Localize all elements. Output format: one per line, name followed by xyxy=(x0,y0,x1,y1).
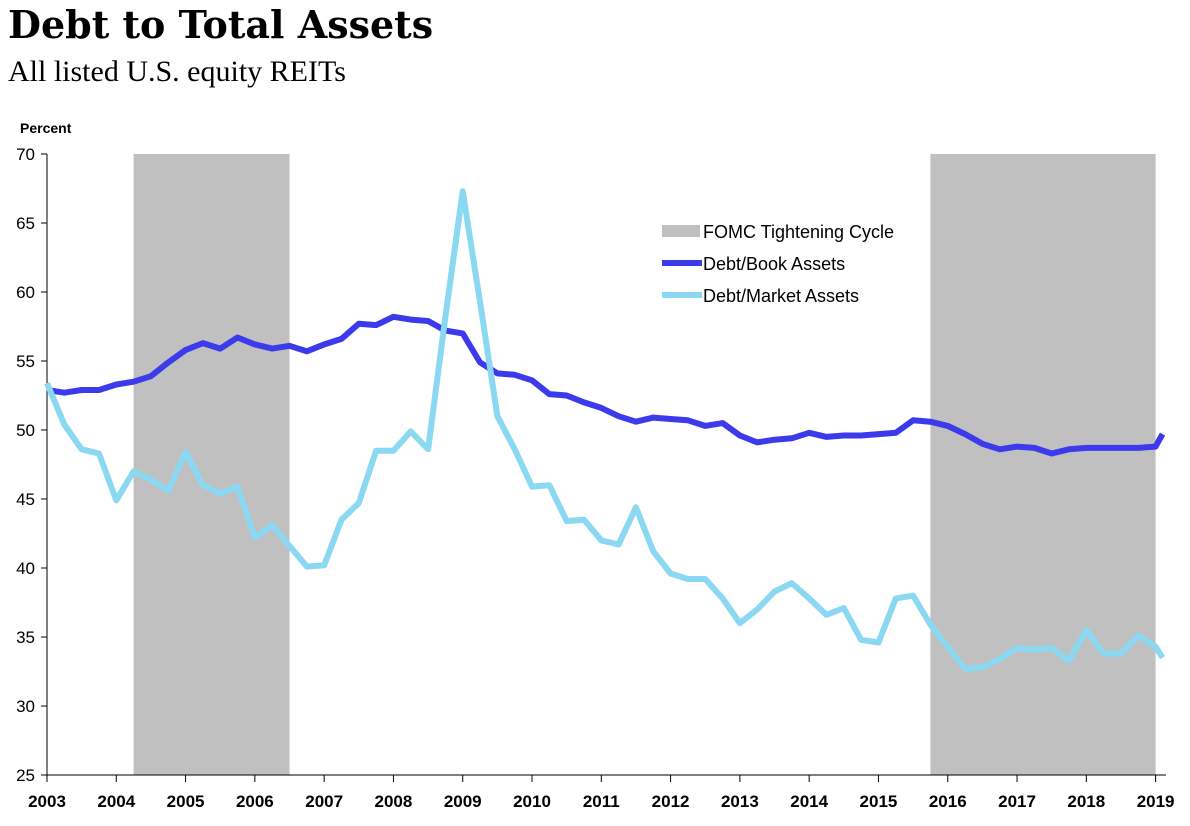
chart-subtitle: All listed U.S. equity REITs xyxy=(8,55,346,88)
legend-swatch-fomc-tightening-cycle xyxy=(662,225,700,237)
series-lines xyxy=(44,188,1166,672)
x-tick-label: 2014 xyxy=(790,792,828,811)
x-tick-label: 2016 xyxy=(929,792,967,811)
y-tick-label: 45 xyxy=(16,490,35,509)
shaded-band-2 xyxy=(930,154,1156,775)
x-tick-label: 2018 xyxy=(1067,792,1105,811)
y-tick-label: 65 xyxy=(16,214,35,233)
y-tick-label: 30 xyxy=(16,697,35,716)
x-tick-label: 2010 xyxy=(513,792,551,811)
x-tick-label: 2011 xyxy=(583,792,620,811)
y-tick-label: 40 xyxy=(16,559,35,578)
x-tick-label: 2015 xyxy=(860,792,898,811)
x-tick-label: 2009 xyxy=(444,792,482,811)
x-tick-label: 2017 xyxy=(998,792,1036,811)
legend-label-debt-book-assets: Debt/Book Assets xyxy=(703,254,845,274)
y-axis-label: Percent xyxy=(20,120,72,136)
legend-label-fomc-tightening-cycle: FOMC Tightening Cycle xyxy=(703,222,894,242)
x-tick-label: 2012 xyxy=(652,792,690,811)
x-tick-label: 2013 xyxy=(721,792,759,811)
chart-title: Debt to Total Assets xyxy=(8,2,434,47)
y-tick-label: 25 xyxy=(16,766,35,785)
axes: 25 30 35 40 45 50 55 60 65 70 2003 2004 2005 2006 2007… xyxy=(16,145,1174,811)
legend-label-debt-market-assets: Debt/Market Assets xyxy=(703,286,859,306)
x-tick-label: 2004 xyxy=(97,792,135,811)
shaded-periods xyxy=(133,154,1156,775)
x-tick-label: 2007 xyxy=(305,792,343,811)
y-tick-label: 55 xyxy=(16,352,35,371)
series-line-debt-book-assets xyxy=(46,313,1166,457)
y-tick-label: 50 xyxy=(16,421,35,440)
y-tick-label: 35 xyxy=(16,628,35,647)
series-line-debt-market-assets xyxy=(44,188,1166,672)
x-tick-label: 2005 xyxy=(167,792,205,811)
y-tick-label: 60 xyxy=(16,283,35,302)
y-tick-label: 70 xyxy=(16,145,35,164)
x-tick-label: 2019 xyxy=(1137,792,1175,811)
x-tick-label: 2006 xyxy=(236,792,274,811)
x-tick-label: 2003 xyxy=(28,792,66,811)
shaded-band-1 xyxy=(133,154,290,775)
legend: FOMC Tightening Cycle Debt/Book Assets Deb… xyxy=(662,222,894,306)
x-tick-label: 2008 xyxy=(375,792,413,811)
